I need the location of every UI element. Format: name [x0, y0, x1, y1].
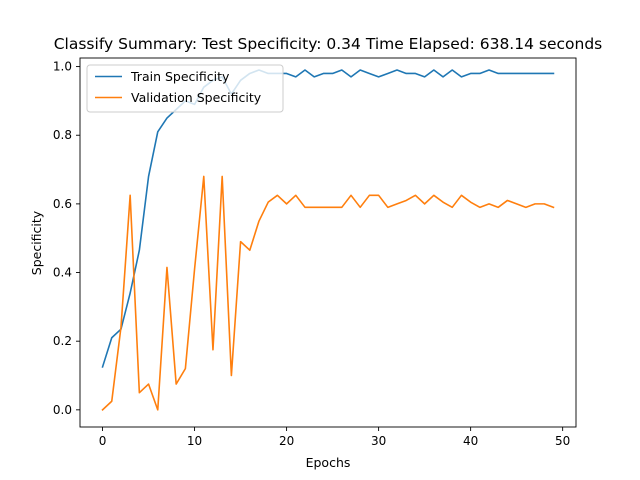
legend-label-1: Train Specificity: [130, 69, 230, 84]
plot-frame: [79, 57, 577, 428]
x-axis-label: Epochs: [306, 455, 351, 470]
y-tick-label: 0.2: [53, 334, 72, 348]
x-tick-label: 20: [279, 434, 294, 448]
axes-layer: 0 10 20 30 40 50 0.0 0.2 0.4 0.6 0.8 1.0: [53, 57, 577, 448]
x-tick-label: 0: [99, 434, 107, 448]
y-tick-label: 0.0: [53, 403, 72, 417]
legend-label-2: Validation Specificity: [131, 90, 262, 105]
series-line-2: [101, 175, 555, 411]
legend: Train Specificity Validation Specificity: [86, 64, 284, 113]
x-tick-label: 40: [463, 434, 478, 448]
legend-box: [86, 64, 284, 113]
chart-title: Classify Summary: Test Specificity: 0.34…: [54, 35, 603, 53]
y-axis-label: Specificity: [29, 210, 44, 275]
y-tick-label: 0.4: [53, 266, 72, 280]
x-tick-label: 10: [187, 434, 202, 448]
y-tick-label: 1.0: [53, 60, 72, 74]
y-tick-label: 0.6: [53, 197, 72, 211]
x-tick-label: 50: [555, 434, 570, 448]
y-tick-label: 0.8: [53, 128, 72, 142]
x-tick-label: 30: [371, 434, 386, 448]
